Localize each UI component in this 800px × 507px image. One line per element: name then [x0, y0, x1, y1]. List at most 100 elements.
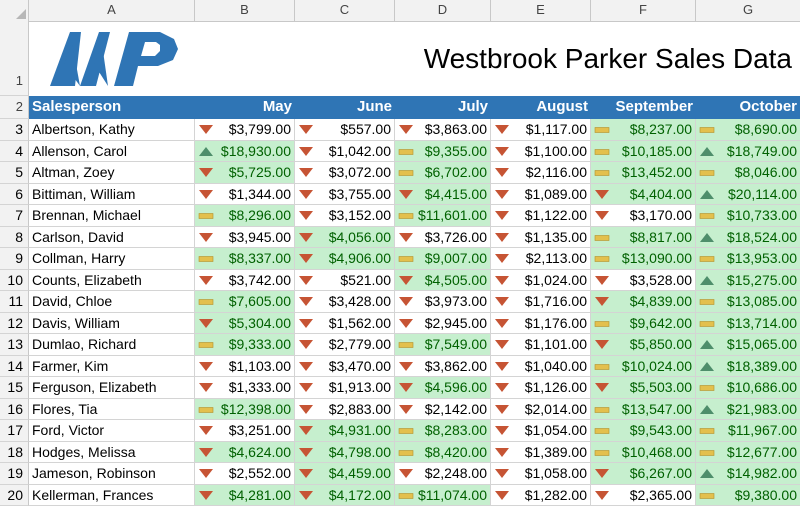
sales-cell-june[interactable]: $2,779.00: [295, 334, 395, 356]
sales-cell-july[interactable]: $3,863.00: [395, 119, 491, 141]
header-august[interactable]: August: [491, 96, 591, 119]
title-area[interactable]: Westbrook Parker Sales Data: [29, 21, 800, 96]
sales-cell-june[interactable]: $1,042.00: [295, 140, 395, 162]
sales-cell-may[interactable]: $4,281.00: [195, 484, 295, 506]
salesperson-cell[interactable]: Jameson, Robinson: [29, 463, 195, 485]
sales-cell-september[interactable]: $4,839.00: [591, 291, 696, 313]
sales-cell-august[interactable]: $2,113.00: [491, 248, 591, 270]
row-header[interactable]: 12: [0, 312, 29, 334]
column-header-d[interactable]: D: [395, 0, 491, 21]
sales-cell-june[interactable]: $1,562.00: [295, 312, 395, 334]
sales-cell-october[interactable]: $8,690.00: [696, 119, 800, 141]
sales-cell-may[interactable]: $12,398.00: [195, 398, 295, 420]
sales-cell-august[interactable]: $1,389.00: [491, 441, 591, 463]
salesperson-cell[interactable]: Dumlao, Richard: [29, 334, 195, 356]
header-october[interactable]: October: [696, 96, 800, 119]
sales-cell-august[interactable]: $1,135.00: [491, 226, 591, 248]
sales-cell-may[interactable]: $3,945.00: [195, 226, 295, 248]
sales-cell-september[interactable]: $9,543.00: [591, 420, 696, 442]
sales-cell-august[interactable]: $1,716.00: [491, 291, 591, 313]
row-header[interactable]: 3: [0, 119, 29, 141]
sales-cell-may[interactable]: $1,344.00: [195, 183, 295, 205]
sales-cell-october[interactable]: $13,953.00: [696, 248, 800, 270]
sales-cell-may[interactable]: $8,296.00: [195, 205, 295, 227]
sales-cell-may[interactable]: $3,799.00: [195, 119, 295, 141]
sales-cell-august[interactable]: $1,040.00: [491, 355, 591, 377]
sales-cell-june[interactable]: $4,056.00: [295, 226, 395, 248]
column-header-e[interactable]: E: [491, 0, 591, 21]
row-header[interactable]: 13: [0, 334, 29, 356]
sales-cell-october[interactable]: $9,380.00: [696, 484, 800, 506]
salesperson-cell[interactable]: Brennan, Michael: [29, 205, 195, 227]
sales-cell-may[interactable]: $1,103.00: [195, 355, 295, 377]
sales-cell-may[interactable]: $18,930.00: [195, 140, 295, 162]
sales-cell-september[interactable]: $13,547.00: [591, 398, 696, 420]
salesperson-cell[interactable]: Allenson, Carol: [29, 140, 195, 162]
sales-cell-august[interactable]: $1,054.00: [491, 420, 591, 442]
sales-cell-october[interactable]: $15,065.00: [696, 334, 800, 356]
row-header[interactable]: 7: [0, 205, 29, 227]
sales-cell-september[interactable]: $13,090.00: [591, 248, 696, 270]
sales-cell-september[interactable]: $10,185.00: [591, 140, 696, 162]
sales-cell-july[interactable]: $2,142.00: [395, 398, 491, 420]
sales-cell-june[interactable]: $4,798.00: [295, 441, 395, 463]
sales-cell-may[interactable]: $7,605.00: [195, 291, 295, 313]
sales-cell-october[interactable]: $21,983.00: [696, 398, 800, 420]
sales-cell-october[interactable]: $10,733.00: [696, 205, 800, 227]
sales-cell-july[interactable]: $4,505.00: [395, 269, 491, 291]
sales-cell-september[interactable]: $6,267.00: [591, 463, 696, 485]
sales-cell-august[interactable]: $1,122.00: [491, 205, 591, 227]
sales-cell-august[interactable]: $1,117.00: [491, 119, 591, 141]
sales-cell-august[interactable]: $2,014.00: [491, 398, 591, 420]
sales-cell-june[interactable]: $4,906.00: [295, 248, 395, 270]
row-header[interactable]: 8: [0, 226, 29, 248]
sales-cell-july[interactable]: $8,283.00: [395, 420, 491, 442]
salesperson-cell[interactable]: Ford, Victor: [29, 420, 195, 442]
row-header[interactable]: 20: [0, 484, 29, 506]
salesperson-cell[interactable]: Kellerman, Frances: [29, 484, 195, 506]
sales-cell-may[interactable]: $9,333.00: [195, 334, 295, 356]
sales-cell-september[interactable]: $8,817.00: [591, 226, 696, 248]
sales-cell-july[interactable]: $4,415.00: [395, 183, 491, 205]
sales-cell-july[interactable]: $11,601.00: [395, 205, 491, 227]
sales-cell-june[interactable]: $4,172.00: [295, 484, 395, 506]
sales-cell-june[interactable]: $3,072.00: [295, 162, 395, 184]
row-header[interactable]: 18: [0, 441, 29, 463]
row-header[interactable]: 4: [0, 140, 29, 162]
sales-cell-june[interactable]: $1,913.00: [295, 377, 395, 399]
sales-cell-july[interactable]: $8,420.00: [395, 441, 491, 463]
sales-cell-july[interactable]: $2,248.00: [395, 463, 491, 485]
sales-cell-october[interactable]: $13,714.00: [696, 312, 800, 334]
salesperson-cell[interactable]: Ferguson, Elizabeth: [29, 377, 195, 399]
select-all-corner[interactable]: [0, 0, 29, 21]
sales-cell-august[interactable]: $2,116.00: [491, 162, 591, 184]
sales-cell-july[interactable]: $9,355.00: [395, 140, 491, 162]
sales-cell-june[interactable]: $557.00: [295, 119, 395, 141]
salesperson-cell[interactable]: Bittiman, William: [29, 183, 195, 205]
salesperson-cell[interactable]: David, Chloe: [29, 291, 195, 313]
sales-cell-july[interactable]: $11,074.00: [395, 484, 491, 506]
column-header-g[interactable]: G: [696, 0, 800, 21]
sales-cell-october[interactable]: $12,677.00: [696, 441, 800, 463]
sales-cell-october[interactable]: $11,967.00: [696, 420, 800, 442]
header-june[interactable]: June: [295, 96, 395, 119]
row-header[interactable]: 19: [0, 463, 29, 485]
sales-cell-august[interactable]: $1,089.00: [491, 183, 591, 205]
salesperson-cell[interactable]: Hodges, Melissa: [29, 441, 195, 463]
sales-cell-may[interactable]: $1,333.00: [195, 377, 295, 399]
sales-cell-july[interactable]: $9,007.00: [395, 248, 491, 270]
sales-cell-october[interactable]: $14,982.00: [696, 463, 800, 485]
row-header[interactable]: 11: [0, 291, 29, 313]
sales-cell-september[interactable]: $10,024.00: [591, 355, 696, 377]
sales-cell-august[interactable]: $1,100.00: [491, 140, 591, 162]
sales-cell-june[interactable]: $3,152.00: [295, 205, 395, 227]
sales-cell-july[interactable]: $4,596.00: [395, 377, 491, 399]
sales-cell-october[interactable]: $13,085.00: [696, 291, 800, 313]
sales-cell-september[interactable]: $13,452.00: [591, 162, 696, 184]
sales-cell-may[interactable]: $5,725.00: [195, 162, 295, 184]
row-header[interactable]: 15: [0, 377, 29, 399]
sales-cell-september[interactable]: $9,642.00: [591, 312, 696, 334]
column-header-b[interactable]: B: [195, 0, 295, 21]
sales-cell-june[interactable]: $4,459.00: [295, 463, 395, 485]
sales-cell-october[interactable]: $20,114.00: [696, 183, 800, 205]
